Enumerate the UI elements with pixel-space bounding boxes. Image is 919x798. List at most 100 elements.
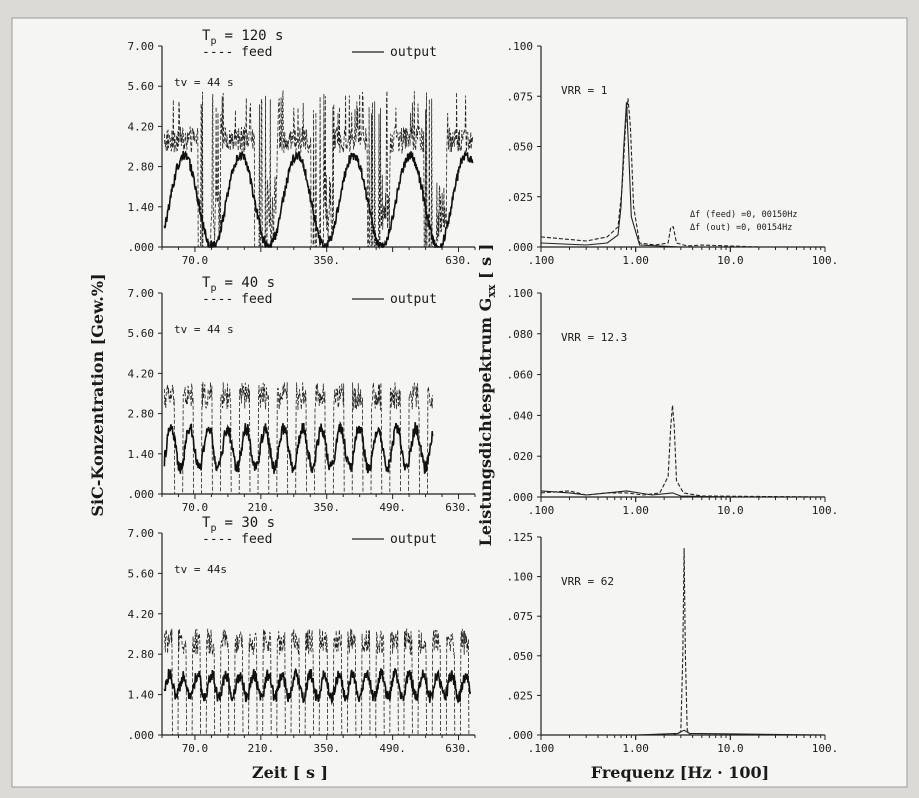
series-output (541, 729, 826, 736)
y-tick-label: 7.00 (128, 40, 155, 53)
panel-time-3: 7.00 5.60 4.20 2.80 1.40 .000 70.0 210. 350. 490.… (128, 515, 476, 755)
chart-title: Tp = 30 s (202, 515, 275, 534)
y-tick-label: .000 (507, 241, 534, 254)
y-tick-label: 1.40 (128, 201, 155, 214)
y-tick-label: .080 (507, 328, 534, 341)
legend-output: output (390, 45, 437, 60)
delta-f-out-note: Δf (out) =0, 00154Hz (690, 223, 792, 233)
y-tick-label: .000 (507, 491, 534, 504)
series-feed (164, 628, 471, 736)
series-output (163, 420, 434, 475)
y-tick-label: .000 (128, 729, 155, 742)
y-tick-label: .040 (507, 409, 534, 422)
series-feed (164, 90, 473, 248)
x-tick-label: 70.0 (182, 254, 209, 267)
y-tick-label: 5.60 (128, 567, 155, 580)
series-output (163, 149, 474, 250)
y-tick-label: .000 (507, 729, 534, 742)
vrr-annotation: VRR = 62 (561, 575, 614, 588)
panel-spec-2: .100.080.060.040.020.000.100 1.00 10.0 100.… (507, 287, 839, 517)
tv-annotation: tv = 44s (174, 563, 227, 576)
x-tick-label: 100. (812, 742, 839, 755)
x-tick-label: 10.0 (717, 504, 744, 517)
series-feed (164, 382, 433, 495)
y-axis-label-left: SiC-Konzentration [Gew.%] (88, 273, 107, 516)
panel-time-1: 7.00 5.60 4.20 2.80 1.40 .000 70.0 350. 630. Tp = … (128, 28, 476, 267)
vrr-annotation: VRR = 1 (561, 84, 607, 97)
y-tick-label: .025 (507, 689, 534, 702)
chart-title: Tp = 120 s (202, 28, 283, 47)
y-tick-label: 5.60 (128, 327, 155, 340)
series-output (540, 102, 825, 248)
panel-time-2: 7.00 5.60 4.20 2.80 1.40 .000 70.0 210. 350. 490.… (128, 275, 476, 514)
series-output (540, 490, 825, 498)
x-tick-label: 100. (812, 254, 839, 267)
legend-output: output (390, 292, 437, 307)
y-tick-label: 2.80 (128, 408, 155, 421)
y-tick-label: .050 (507, 650, 534, 663)
legend-feed: ---- feed (202, 45, 272, 60)
y-axis-label-right: Leistungsdichtespektrum Gxx [ s ] (476, 244, 498, 547)
y-tick-label: .075 (507, 610, 534, 623)
tv-annotation: tv = 44 s (174, 323, 234, 336)
y-tick-label: 5.60 (128, 80, 155, 93)
x-tick-label: 1.00 (622, 504, 649, 517)
series-feed (540, 98, 825, 248)
series-feed (540, 405, 826, 498)
tv-annotation: tv = 44 s (174, 76, 234, 89)
legend-feed: ---- feed (202, 532, 272, 547)
x-tick-label: .100 (528, 254, 555, 267)
y-tick-label: 7.00 (128, 527, 155, 540)
x-tick-label: 210. (248, 501, 275, 514)
y-tick-label: .000 (128, 488, 155, 501)
y-tick-label: 2.80 (128, 648, 155, 661)
panel-spec-3: .125.100.075.050.025.000.100 1.00 10.0 100.… (507, 531, 839, 755)
y-tick-label: .100 (507, 40, 534, 53)
y-tick-label: .100 (507, 571, 534, 584)
x-tick-label: 210. (248, 742, 275, 755)
x-tick-label: 350. (313, 254, 340, 267)
x-axis-label-left: Zeit [ s ] (252, 763, 328, 782)
series-output (163, 667, 472, 706)
y-tick-label: 4.20 (128, 120, 155, 133)
x-axis-label-right: Frequenz [Hz · 100] (591, 763, 769, 782)
y-tick-label: 4.20 (128, 608, 155, 621)
x-tick-label: 350. (313, 742, 340, 755)
x-tick-label: 10.0 (717, 742, 744, 755)
x-tick-label: .100 (528, 504, 555, 517)
chart-title: Tp = 40 s (202, 275, 275, 294)
y-tick-label: .125 (507, 531, 534, 544)
x-tick-label: 70.0 (182, 742, 209, 755)
y-tick-label: .025 (507, 191, 534, 204)
x-tick-label: 70.0 (182, 501, 209, 514)
y-tick-label: 4.20 (128, 367, 155, 380)
x-tick-label: 490. (379, 501, 406, 514)
x-tick-label: 490. (379, 742, 406, 755)
y-tick-label: .075 (507, 90, 534, 103)
x-tick-label: 630. (445, 254, 472, 267)
legend-output: output (390, 532, 437, 547)
legend-feed: ---- feed (202, 292, 272, 307)
y-tick-label: .050 (507, 141, 534, 154)
delta-f-feed-note: Δf (feed) =0, 00150Hz (690, 210, 797, 220)
x-tick-label: 100. (812, 504, 839, 517)
y-tick-label: .100 (507, 287, 534, 300)
panel-spec-1: .100.075.050.025.000.100 1.00 10.0 100.VRR … (507, 40, 839, 267)
y-tick-label: 7.00 (128, 287, 155, 300)
y-tick-label: .000 (128, 241, 155, 254)
x-tick-label: 1.00 (622, 254, 649, 267)
x-tick-label: 10.0 (717, 254, 744, 267)
y-tick-label: .020 (507, 450, 534, 463)
y-tick-label: 1.40 (128, 448, 155, 461)
x-tick-label: 1.00 (622, 742, 649, 755)
y-tick-label: .060 (507, 369, 534, 382)
x-tick-label: 630. (445, 742, 472, 755)
y-tick-label: 2.80 (128, 161, 155, 174)
vrr-annotation: VRR = 12.3 (561, 331, 627, 344)
y-tick-label: 1.40 (128, 689, 155, 702)
x-tick-label: 350. (313, 501, 340, 514)
x-tick-label: .100 (528, 742, 555, 755)
x-tick-label: 630. (445, 501, 472, 514)
chart-panels: 7.00 5.60 4.20 2.80 1.40 .000 70.0 350. 630. Tp = … (128, 28, 839, 755)
